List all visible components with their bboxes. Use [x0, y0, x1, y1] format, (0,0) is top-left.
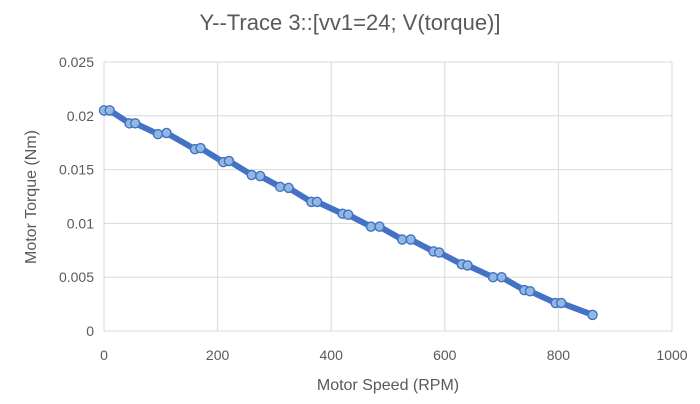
data-point — [433, 247, 445, 258]
x-tick-label: 1000 — [656, 347, 687, 363]
y-axis-title: Motor Torque (Nm) — [23, 130, 40, 264]
data-point — [152, 128, 164, 140]
data-point — [161, 127, 172, 139]
data-point — [104, 105, 115, 116]
data-point — [374, 221, 385, 232]
axis-layer — [103, 62, 672, 332]
data-point — [283, 182, 294, 194]
x-tick-label: 200 — [206, 347, 230, 363]
data-point — [129, 118, 141, 129]
x-tick-label: 600 — [433, 347, 457, 363]
data-point — [246, 169, 257, 181]
data-point — [496, 271, 507, 283]
x-tick-label: 400 — [320, 347, 344, 363]
data-point — [587, 309, 598, 321]
series-layer — [98, 105, 598, 321]
data-point — [396, 234, 408, 245]
data-point — [223, 155, 235, 167]
y-tick-label: 0.005 — [59, 269, 94, 285]
data-point — [462, 260, 473, 271]
y-tick-label: 0.025 — [59, 54, 94, 70]
data-point — [524, 285, 536, 297]
x-tick-label: 800 — [547, 347, 571, 363]
y-tick-label: 0.01 — [67, 215, 94, 231]
data-point — [195, 142, 206, 154]
x-axis-title: Motor Speed (RPM) — [317, 377, 459, 394]
y-tick-label: 0 — [86, 323, 94, 339]
data-point — [405, 234, 416, 245]
data-point — [487, 271, 499, 283]
data-point — [254, 170, 266, 182]
y-tick-label: 0.015 — [59, 162, 94, 178]
chart-title: Y--Trace 3::[vv1=24; V(torque)] — [199, 10, 500, 35]
data-point — [342, 209, 354, 221]
data-point — [311, 196, 323, 208]
data-point — [555, 297, 567, 309]
y-tick-label: 0.02 — [67, 108, 94, 124]
label-layer: 0 0.005 0.01 0.015 0.02 0.025 0 200 400 600 800 100… — [59, 54, 688, 363]
grid-layer — [103, 61, 673, 332]
data-point — [274, 181, 286, 193]
data-point — [365, 221, 377, 232]
x-tick-label: 0 — [100, 347, 108, 363]
